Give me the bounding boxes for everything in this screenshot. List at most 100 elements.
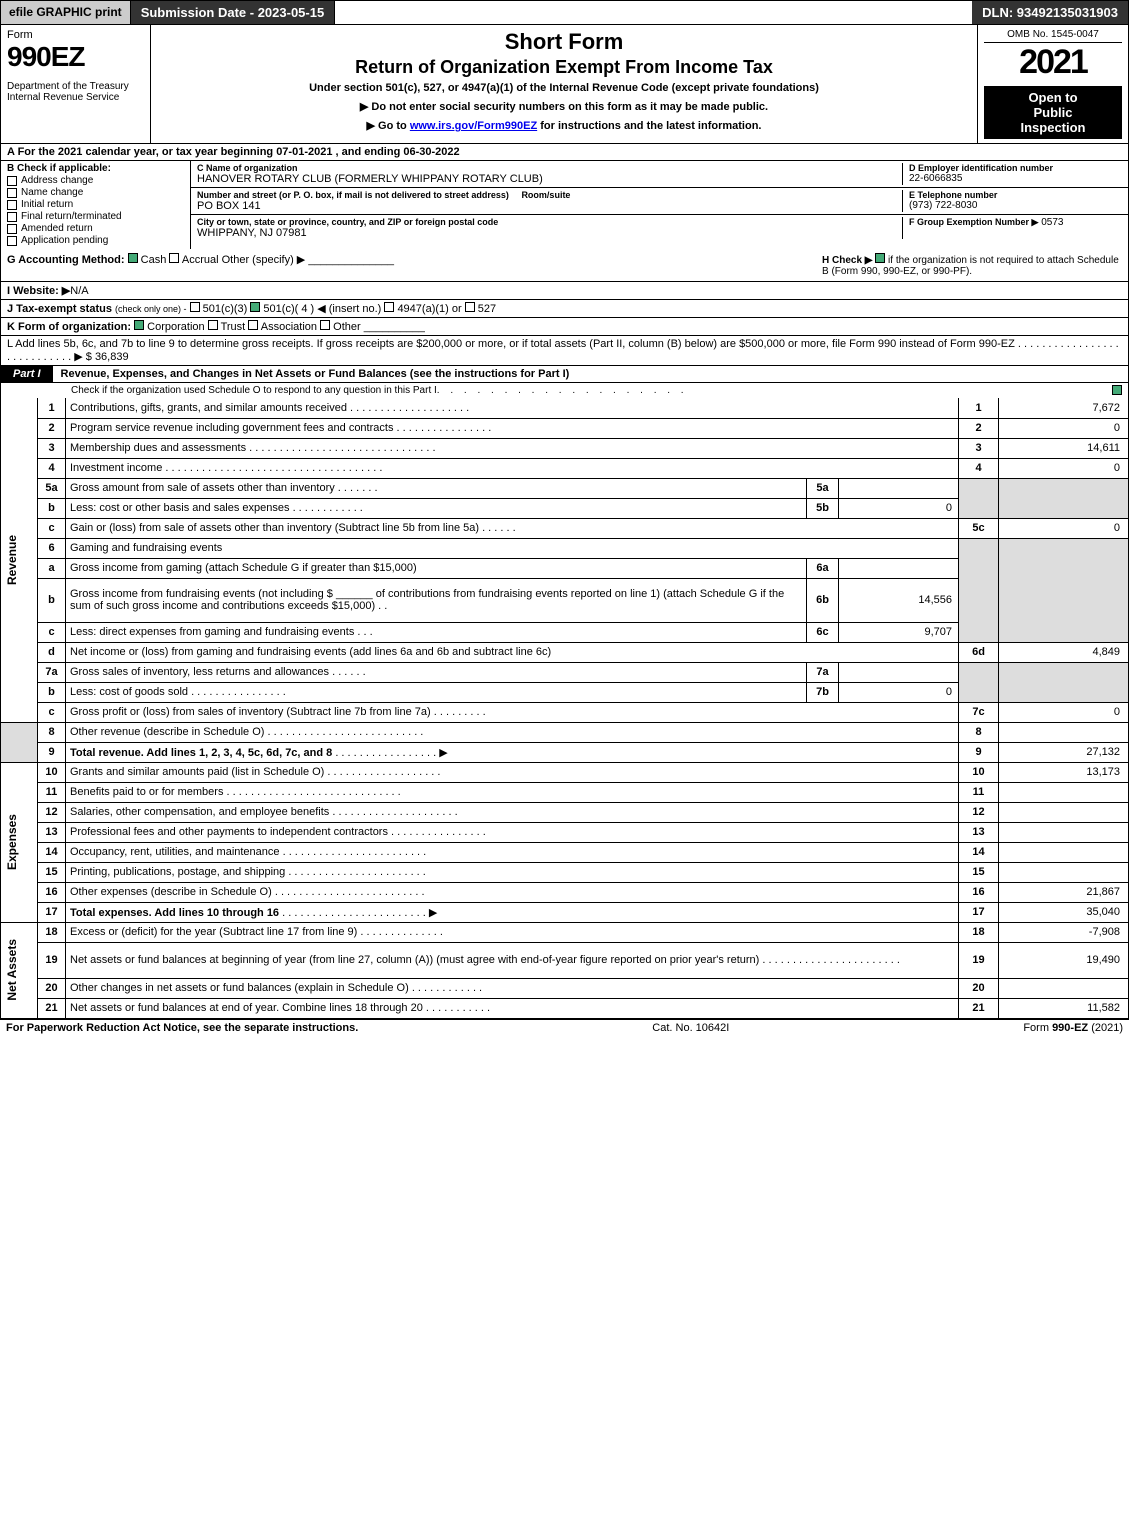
org-address: PO BOX 141 — [197, 200, 896, 212]
val-13 — [999, 822, 1129, 842]
chk-schedule-o[interactable] — [1112, 385, 1122, 395]
ln-7a: 7a — [38, 662, 66, 682]
ln-6d: d — [38, 642, 66, 662]
g-other: Other (specify) ▶ — [222, 254, 306, 266]
val-15 — [999, 862, 1129, 882]
desc-7b: Less: cost of goods sold — [70, 686, 188, 698]
chk-other[interactable] — [320, 320, 330, 330]
mn-7a: 7a — [807, 662, 839, 682]
revenue-label: Revenue — [5, 535, 19, 585]
mv-5b: 0 — [839, 498, 959, 518]
cn-3: 3 — [959, 438, 999, 458]
part-1-check-row: Check if the organization used Schedule … — [0, 383, 1129, 398]
ln-5c: c — [38, 518, 66, 538]
mn-7b: 7b — [807, 682, 839, 702]
l-amount: ▶ $ 36,839 — [74, 351, 128, 363]
desc-12: Salaries, other compensation, and employ… — [70, 806, 329, 818]
chk-h[interactable] — [875, 253, 885, 263]
cn-5c: 5c — [959, 518, 999, 538]
desc-14: Occupancy, rent, utilities, and maintena… — [70, 846, 280, 858]
cn-21: 21 — [959, 998, 999, 1018]
mn-6c: 6c — [807, 622, 839, 642]
under-section: Under section 501(c), 527, or 4947(a)(1)… — [157, 82, 971, 94]
part-1-tag: Part I — [1, 366, 53, 382]
chk-association[interactable] — [248, 320, 258, 330]
val-18: -7,908 — [999, 922, 1129, 942]
cn-8: 8 — [959, 722, 999, 742]
desc-16: Other expenses (describe in Schedule O) — [70, 886, 272, 898]
desc-11: Benefits paid to or for members — [70, 786, 223, 798]
title-main: Short Form — [157, 29, 971, 55]
ln-14: 14 — [38, 842, 66, 862]
g-accounting: G Accounting Method: Cash Accrual Other … — [7, 253, 394, 277]
val-9: 27,132 — [999, 742, 1129, 762]
chk-name-change[interactable] — [7, 188, 17, 198]
cn-17: 17 — [959, 902, 999, 922]
goto-post: for instructions and the latest informat… — [537, 120, 761, 132]
cn-14: 14 — [959, 842, 999, 862]
cn-11: 11 — [959, 782, 999, 802]
form-number: 990EZ — [7, 41, 144, 73]
part-1-title: Revenue, Expenses, and Changes in Net As… — [53, 366, 1128, 382]
c-label: C Name of organization — [197, 163, 896, 173]
dln: DLN: 93492135031903 — [972, 1, 1128, 24]
irs-link[interactable]: www.irs.gov/Form990EZ — [410, 120, 537, 132]
ln-20: 20 — [38, 978, 66, 998]
mn-6a: 6a — [807, 558, 839, 578]
footer-right-bold: 990-EZ — [1052, 1022, 1088, 1034]
form-header: Form 990EZ Department of the Treasury In… — [0, 25, 1129, 144]
chk-address-change[interactable] — [7, 176, 17, 186]
form-label: Form — [7, 29, 144, 41]
cn-13: 13 — [959, 822, 999, 842]
ln-5b: b — [38, 498, 66, 518]
ln-16: 16 — [38, 882, 66, 902]
val-17: 35,040 — [999, 902, 1129, 922]
mv-7a — [839, 662, 959, 682]
ln-6a: a — [38, 558, 66, 578]
desc-6c: Less: direct expenses from gaming and fu… — [70, 626, 354, 638]
chk-accrual[interactable] — [169, 253, 179, 263]
city-label: City or town, state or province, country… — [197, 217, 896, 227]
ln-13: 13 — [38, 822, 66, 842]
cn-19: 19 — [959, 942, 999, 978]
chk-amended-return[interactable] — [7, 224, 17, 234]
room-label: Room/suite — [521, 190, 570, 200]
mn-6b: 6b — [807, 578, 839, 622]
chk-corporation[interactable] — [134, 320, 144, 330]
opt-address-change: Address change — [21, 175, 93, 186]
open-2: Public — [986, 105, 1120, 120]
desc-6b-1: Gross income from fundraising events (no… — [70, 588, 333, 600]
val-10: 13,173 — [999, 762, 1129, 782]
chk-4947[interactable] — [384, 302, 394, 312]
chk-527[interactable] — [465, 302, 475, 312]
chk-cash[interactable] — [128, 253, 138, 263]
footer-right-post: (2021) — [1088, 1022, 1123, 1034]
desc-8: Other revenue (describe in Schedule O) — [70, 726, 264, 738]
mv-5a — [839, 478, 959, 498]
title-sub: Return of Organization Exempt From Incom… — [157, 57, 971, 78]
h-label: H Check ▶ — [822, 255, 872, 266]
chk-501c3[interactable] — [190, 302, 200, 312]
ln-19: 19 — [38, 942, 66, 978]
part-1-header: Part I Revenue, Expenses, and Changes in… — [0, 365, 1129, 383]
ln-6b: b — [38, 578, 66, 622]
net-assets-label: Net Assets — [5, 939, 19, 1001]
cn-12: 12 — [959, 802, 999, 822]
desc-20: Other changes in net assets or fund bala… — [70, 982, 409, 994]
mn-5b: 5b — [807, 498, 839, 518]
chk-final-return[interactable] — [7, 212, 17, 222]
row-j-tax-exempt: J Tax-exempt status (check only one) - 5… — [0, 300, 1129, 318]
col-cdef: C Name of organization HANOVER ROTARY CL… — [191, 161, 1128, 249]
ssn-warning: ▶ Do not enter social security numbers o… — [157, 100, 971, 113]
footer-right: Form 990-EZ (2021) — [1023, 1022, 1123, 1034]
chk-trust[interactable] — [208, 320, 218, 330]
chk-501c[interactable] — [250, 302, 260, 312]
efile-print-button[interactable]: efile GRAPHIC print — [1, 1, 131, 24]
chk-initial-return[interactable] — [7, 200, 17, 210]
val-19: 19,490 — [999, 942, 1129, 978]
submission-date: Submission Date - 2023-05-15 — [131, 1, 336, 24]
desc-6: Gaming and fundraising events — [70, 542, 222, 554]
val-20 — [999, 978, 1129, 998]
j-label: J Tax-exempt status — [7, 303, 112, 315]
chk-application-pending[interactable] — [7, 236, 17, 246]
